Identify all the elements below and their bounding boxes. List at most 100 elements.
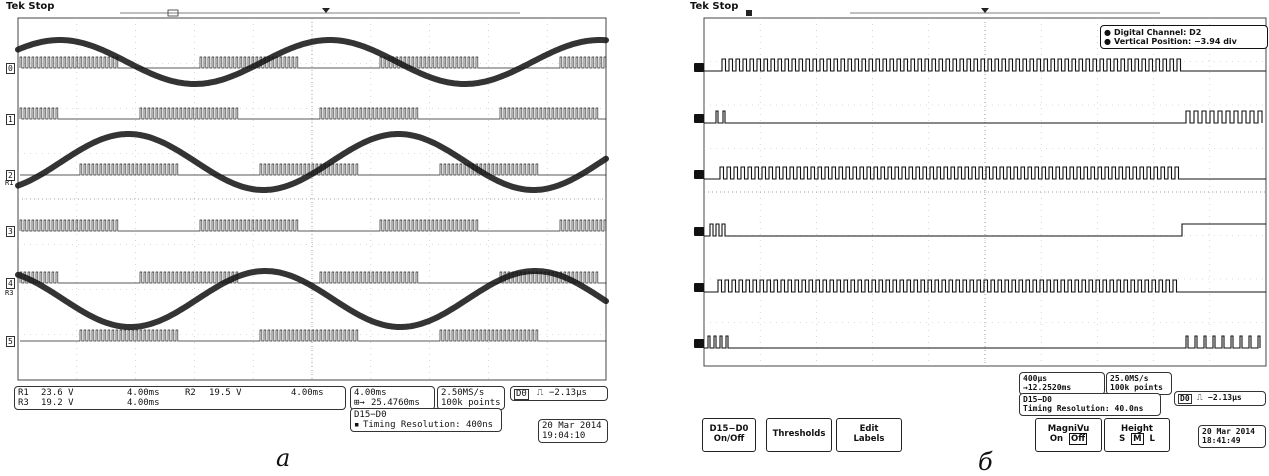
acquisition-readout-box: 2.50MS/s 100k points: [437, 386, 505, 410]
channel-marker-d0: [694, 63, 704, 72]
edit-labels-line1: Edit: [859, 424, 879, 435]
height-m-selected: M: [1131, 433, 1144, 445]
sample-rate: 2.50MS/s: [441, 388, 485, 398]
trigger-time: −2.13µs: [549, 388, 587, 398]
analog-trace-3: [15, 268, 609, 330]
thresholds-label: Thresholds: [772, 429, 826, 440]
magnivu-button[interactable]: MagniVu On Off: [1035, 418, 1102, 452]
time: 19:04:10: [542, 431, 586, 441]
date-b: 20 Mar 2014: [1202, 427, 1255, 436]
bus-label-b: D15−D0: [1023, 395, 1052, 404]
oscilloscope-panel-a: Tek Stop 0 1 2 3 4 5 R1 R3 R1 23.6 V 4.0…: [0, 0, 618, 475]
timebase-value-b: 400µs: [1023, 374, 1048, 383]
digital-trace-d4: [19, 271, 606, 284]
edit-labels-button[interactable]: Edit Labels: [836, 418, 902, 452]
height-l: L: [1149, 434, 1155, 444]
panel-a-header: Tek Stop: [6, 1, 55, 12]
ref-marker-r1: R1: [5, 179, 14, 187]
digital-trace-b-d4: [704, 279, 1266, 293]
digital-channel-label: Digital Channel: D2: [1114, 28, 1202, 37]
digital-trace-d5: [20, 329, 606, 342]
r3-timebase: 4.00ms: [127, 398, 160, 408]
timing-resolution-b: Timing Resolution: 40.0ns: [1023, 404, 1144, 413]
digital-trace-b-d0: [704, 58, 1266, 72]
timing-resolution: Timing Resolution: 400ns: [363, 420, 494, 430]
r2-label: R2: [185, 388, 196, 398]
digital-trace-d1: [19, 107, 606, 120]
height-s: S: [1119, 434, 1126, 444]
bus-readout-box-b: D15−D0 Timing Resolution: 40.0ns: [1019, 393, 1161, 416]
channel-marker-d1: [694, 114, 704, 123]
r1-volts: 23.6 V: [41, 388, 74, 398]
edit-labels-line2: Labels: [853, 434, 885, 444]
bus-onoff-line1: D15−D0: [709, 424, 749, 435]
channel-label-d1: 1: [6, 114, 15, 125]
bus-onoff-button[interactable]: D15−D0 On/Off: [702, 418, 756, 452]
channel-label-d2: 2: [6, 170, 15, 181]
bus-onoff-line2: On/Off: [713, 434, 745, 444]
record-length: 100k points: [441, 398, 501, 408]
date: 20 Mar 2014: [542, 421, 602, 431]
sample-rate-b: 25.0MS/s: [1110, 374, 1149, 383]
trigger-time-b: −2.13µs: [1208, 393, 1242, 402]
oscilloscope-panel-b: Tek Stop ● Digital Channel: D2 ● Vertica…: [690, 0, 1269, 476]
height-label: Height: [1121, 424, 1153, 435]
trigger-channel-b: D0: [1178, 394, 1192, 404]
channel-marker-d4: [694, 283, 704, 292]
r2-timebase: 4.00ms: [291, 388, 324, 398]
delay-value: 25.4760ms: [371, 398, 420, 408]
ref-marker-r3: R3: [5, 289, 14, 297]
digital-trace-b-d5: [704, 335, 1261, 349]
magnivu-off-selected: Off: [1069, 433, 1088, 445]
magnivu-label: MagniVu: [1047, 424, 1090, 435]
time-b: 18:41:49: [1202, 436, 1241, 445]
thresholds-button[interactable]: Thresholds: [766, 418, 832, 452]
record-length-b: 100k points: [1110, 383, 1163, 392]
digital-trace-d2: [20, 163, 606, 176]
digital-trace-b-d2: [704, 166, 1266, 180]
record-view-window-b: [746, 10, 752, 16]
datetime-box-b: 20 Mar 2014 18:41:49: [1198, 425, 1266, 448]
timebase-readout-box: 4.00ms ⊞→ 25.4760ms: [350, 386, 435, 410]
r3-volts: 19.2 V: [41, 398, 74, 408]
channel-marker-d3: [694, 227, 704, 236]
channel-label-d4: 4: [6, 278, 15, 289]
magnivu-options: On Off: [1049, 433, 1088, 445]
channel-label-d0: 0: [6, 63, 15, 74]
panel-a-waveform-display: [15, 8, 609, 381]
r3-label: R3: [18, 398, 29, 408]
r1-label: R1: [18, 388, 29, 398]
trigger-edge-icon: ⎍: [537, 388, 544, 398]
reference-readout-box: R1 23.6 V 4.00ms R2 19.5 V 4.00ms R3 19.…: [14, 386, 346, 410]
r2-volts: 19.5 V: [209, 388, 242, 398]
channel-marker-d5: [694, 339, 704, 348]
analog-trace-1: [15, 37, 609, 87]
digital-trace-b-d1: [704, 110, 1263, 124]
vertical-position-label: Vertical Position: −3.94 div: [1114, 37, 1237, 46]
channel-label-d3: 3: [6, 226, 15, 237]
trigger-readout-box-b: D0 ⎍ −2.13µs: [1174, 391, 1266, 406]
r1-timebase: 4.00ms: [127, 388, 160, 398]
trigger-position-marker-b: [981, 8, 989, 13]
timebase-readout-box-b: 400µs →12.2520ms: [1019, 372, 1105, 395]
trigger-delay-icon: ⊞→: [354, 398, 365, 408]
caption-b: б: [978, 448, 993, 476]
trigger-edge-icon-b: ⎍: [1197, 393, 1203, 402]
delay-value-b: →12.2520ms: [1023, 383, 1072, 392]
channel-marker-d2: [694, 170, 704, 179]
digital-channel-info: ● Digital Channel: D2 ● Vertical Positio…: [1100, 25, 1268, 49]
panel-b-header: Tek Stop: [690, 1, 739, 12]
magnivu-on: On: [1049, 434, 1064, 444]
height-button[interactable]: Height S M L: [1104, 418, 1170, 452]
analog-trace-2: [15, 131, 609, 193]
timing-icon: ▪: [354, 420, 360, 430]
digital-trace-b-d3: [704, 223, 1266, 237]
trigger-channel: D0: [514, 389, 529, 400]
caption-a: a: [276, 444, 291, 472]
info-bullet-icon: ●: [1104, 28, 1111, 37]
info-bullet-icon-2: ●: [1104, 37, 1111, 46]
datetime-box: 20 Mar 2014 19:04:10: [538, 419, 608, 443]
bus-readout-box: D15−D0 ▪ Timing Resolution: 400ns: [350, 408, 502, 432]
record-view-window: [167, 9, 179, 17]
trigger-position-marker: [322, 8, 330, 13]
